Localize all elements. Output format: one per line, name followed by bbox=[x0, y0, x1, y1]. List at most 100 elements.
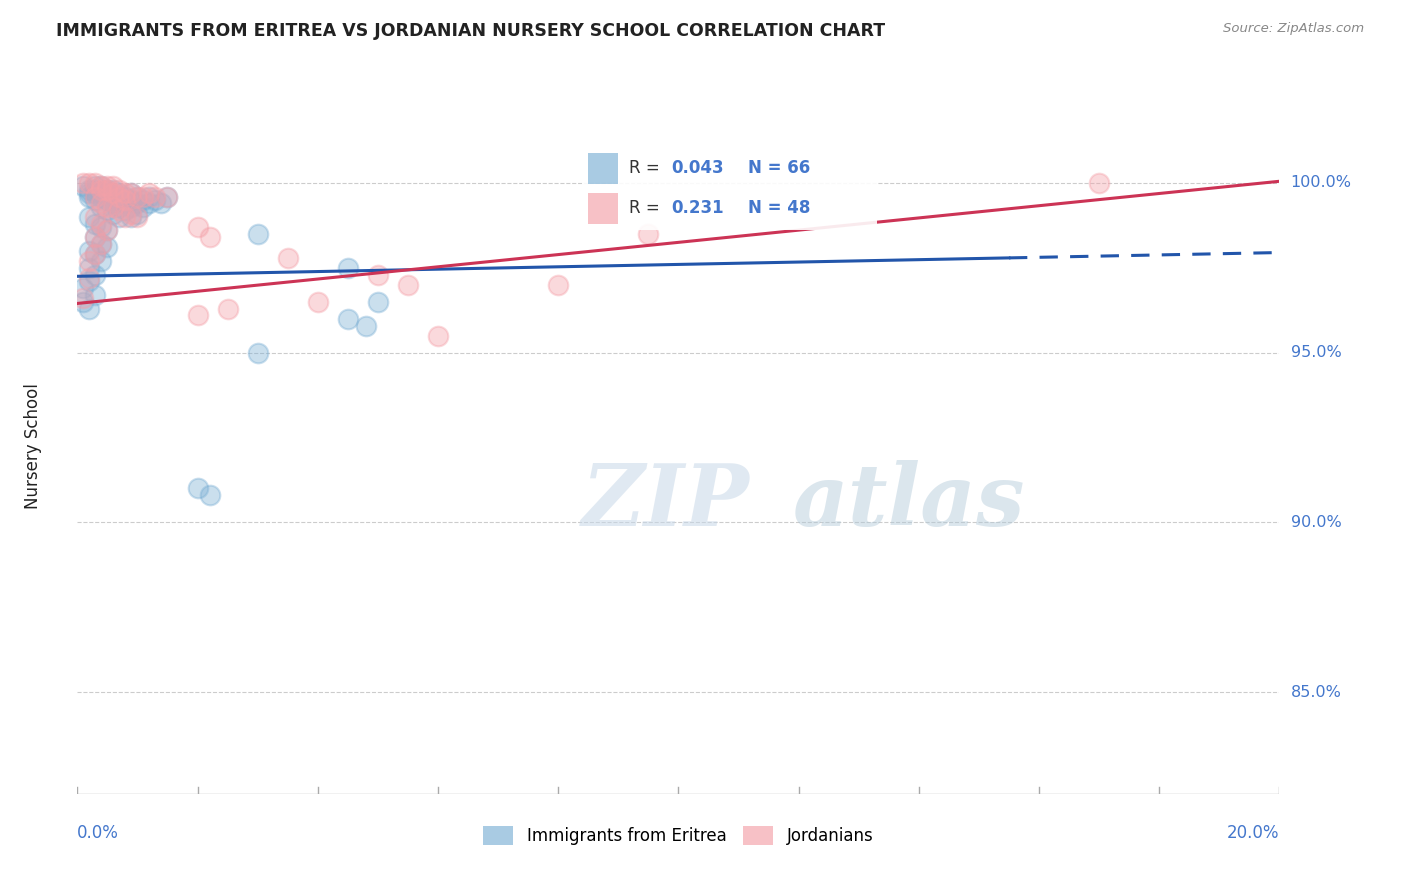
Text: ZIP: ZIP bbox=[582, 460, 749, 543]
Point bbox=[186, 482, 209, 496]
Point bbox=[84, 189, 107, 203]
Text: N = 66: N = 66 bbox=[748, 160, 810, 178]
Point bbox=[114, 193, 136, 207]
Point bbox=[108, 189, 131, 203]
Point bbox=[138, 189, 160, 203]
Point bbox=[114, 210, 136, 224]
Point bbox=[72, 281, 94, 295]
Point bbox=[427, 328, 450, 343]
Point bbox=[96, 240, 118, 254]
Point bbox=[90, 179, 112, 194]
Point bbox=[84, 186, 107, 201]
Point bbox=[145, 189, 167, 203]
Point bbox=[96, 223, 118, 237]
Bar bbox=[588, 153, 617, 184]
Text: R =: R = bbox=[630, 199, 665, 218]
Point bbox=[246, 345, 269, 359]
Point bbox=[90, 179, 112, 194]
Point bbox=[79, 189, 101, 203]
Point bbox=[103, 206, 125, 220]
Point bbox=[138, 196, 160, 211]
Point bbox=[108, 210, 131, 224]
Point bbox=[138, 186, 160, 201]
Point bbox=[108, 200, 131, 214]
Point bbox=[90, 186, 112, 201]
Point bbox=[103, 189, 125, 203]
Point bbox=[120, 193, 142, 207]
Point bbox=[90, 189, 112, 203]
Point bbox=[132, 193, 155, 207]
Point bbox=[72, 291, 94, 305]
Text: N = 48: N = 48 bbox=[748, 199, 810, 218]
Point bbox=[120, 186, 142, 201]
Point bbox=[127, 196, 149, 211]
Point bbox=[84, 183, 107, 197]
Text: Source: ZipAtlas.com: Source: ZipAtlas.com bbox=[1223, 22, 1364, 36]
Point bbox=[79, 186, 101, 201]
Point bbox=[79, 176, 101, 190]
Point bbox=[79, 260, 101, 275]
Text: atlas: atlas bbox=[793, 460, 1025, 543]
Point bbox=[217, 301, 239, 316]
Point bbox=[90, 220, 112, 235]
Point bbox=[108, 186, 131, 201]
Point bbox=[108, 203, 131, 218]
Text: Nursery School: Nursery School bbox=[24, 383, 42, 509]
Point bbox=[96, 183, 118, 197]
Text: 85.0%: 85.0% bbox=[1291, 684, 1341, 699]
Point bbox=[79, 244, 101, 258]
Text: 100.0%: 100.0% bbox=[1291, 176, 1351, 191]
Point bbox=[96, 183, 118, 197]
Point bbox=[84, 288, 107, 302]
Point bbox=[120, 186, 142, 201]
Point bbox=[72, 179, 94, 194]
Point bbox=[336, 260, 359, 275]
Text: R =: R = bbox=[630, 160, 665, 178]
Point bbox=[156, 189, 179, 203]
Point bbox=[114, 196, 136, 211]
Point bbox=[132, 200, 155, 214]
Point bbox=[198, 230, 221, 244]
Point bbox=[103, 179, 125, 194]
Point bbox=[277, 251, 299, 265]
Text: 90.0%: 90.0% bbox=[1291, 515, 1341, 530]
Point bbox=[198, 488, 221, 502]
Point bbox=[103, 186, 125, 201]
Point bbox=[114, 203, 136, 218]
Point bbox=[108, 193, 131, 207]
Point bbox=[103, 196, 125, 211]
Point bbox=[103, 183, 125, 197]
Point bbox=[120, 210, 142, 224]
Point bbox=[96, 223, 118, 237]
Point bbox=[127, 210, 149, 224]
Text: 0.043: 0.043 bbox=[671, 160, 724, 178]
Point bbox=[84, 247, 107, 261]
Point bbox=[96, 203, 118, 218]
Point bbox=[72, 294, 94, 309]
Point bbox=[79, 183, 101, 197]
Point bbox=[1088, 176, 1111, 190]
Point bbox=[367, 294, 389, 309]
Point bbox=[90, 237, 112, 252]
Point bbox=[96, 200, 118, 214]
Point bbox=[120, 200, 142, 214]
Point bbox=[90, 196, 112, 211]
Point bbox=[354, 318, 377, 333]
Point bbox=[307, 294, 329, 309]
Point bbox=[127, 206, 149, 220]
Point bbox=[84, 268, 107, 282]
Point bbox=[90, 217, 112, 231]
Point bbox=[114, 189, 136, 203]
Point bbox=[79, 274, 101, 288]
Point bbox=[79, 254, 101, 268]
Legend: Immigrants from Eritrea, Jordanians: Immigrants from Eritrea, Jordanians bbox=[477, 819, 880, 852]
Text: 95.0%: 95.0% bbox=[1291, 345, 1341, 360]
Point bbox=[96, 186, 118, 201]
Point bbox=[186, 220, 209, 235]
Point bbox=[637, 227, 659, 241]
Point bbox=[547, 277, 569, 292]
Point bbox=[108, 183, 131, 197]
Point bbox=[396, 277, 419, 292]
Point bbox=[90, 237, 112, 252]
Point bbox=[246, 227, 269, 241]
